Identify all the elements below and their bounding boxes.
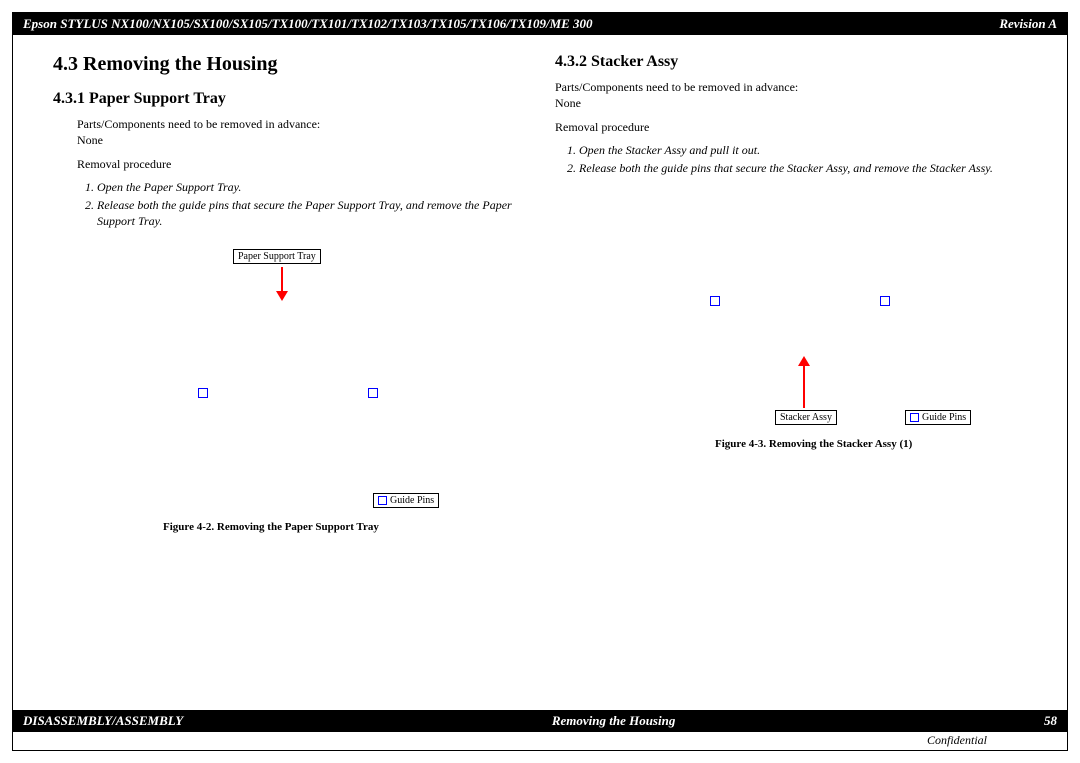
footer-center: Removing the Housing [552, 713, 676, 729]
figure-caption: Figure 4-3. Removing the Stacker Assy (1… [715, 438, 912, 450]
legend-text: Guide Pins [922, 412, 966, 423]
figure-left: Paper Support Tray Guide Pins Figure 4-2. … [53, 249, 525, 549]
guide-pin-marker [198, 388, 208, 398]
legend-label: Guide Pins [373, 493, 439, 508]
step-item: Open the Paper Support Tray. [97, 179, 525, 195]
steps-list: Open the Paper Support Tray. Release bot… [77, 179, 525, 230]
guide-pin-marker [368, 388, 378, 398]
subsection-heading: 4.3.1 Paper Support Tray [53, 90, 525, 108]
footer-bar: DISASSEMBLY/ASSEMBLY Removing the Housin… [13, 710, 1067, 732]
footer-page: 58 [1044, 713, 1057, 729]
confidential-label: Confidential [927, 733, 987, 748]
step-item: Release both the guide pins that secure … [579, 160, 1027, 176]
header-bar: Epson STYLUS NX100/NX105/SX100/SX105/TX1… [13, 13, 1067, 35]
arrow-icon [281, 267, 283, 293]
callout-label: Stacker Assy [775, 410, 837, 425]
intro-line: Parts/Components need to be removed in a… [555, 79, 1027, 95]
arrow-icon [803, 364, 805, 408]
guide-pin-marker [710, 296, 720, 306]
legend-swatch-icon [910, 413, 919, 422]
footer-left: DISASSEMBLY/ASSEMBLY [23, 713, 183, 729]
figure-caption: Figure 4-2. Removing the Paper Support T… [163, 521, 379, 533]
callout-label: Paper Support Tray [233, 249, 321, 264]
step-item: Release both the guide pins that secure … [97, 197, 525, 229]
subsection-heading: 4.3.2 Stacker Assy [555, 53, 1027, 71]
intro-block: Parts/Components need to be removed in a… [77, 116, 525, 148]
figure-right: Stacker Assy Guide Pins Figure 4-3. Removi… [555, 196, 1027, 456]
section-heading: 4.3 Removing the Housing [53, 53, 525, 76]
arrow-head-icon [276, 291, 288, 301]
intro-line: None [555, 95, 1027, 111]
guide-pin-marker [880, 296, 890, 306]
right-column: 4.3.2 Stacker Assy Parts/Components need… [555, 53, 1027, 549]
legend-swatch-icon [378, 496, 387, 505]
legend-label: Guide Pins [905, 410, 971, 425]
arrow-head-icon [798, 356, 810, 366]
left-column: 4.3 Removing the Housing 4.3.1 Paper Sup… [53, 53, 525, 549]
intro-line: None [77, 132, 525, 148]
removal-subhead: Removal procedure [77, 156, 525, 172]
steps-list: Open the Stacker Assy and pull it out. R… [559, 142, 1027, 176]
removal-subhead: Removal procedure [555, 119, 1027, 135]
legend-text: Guide Pins [390, 495, 434, 506]
content-area: 4.3 Removing the Housing 4.3.1 Paper Sup… [13, 35, 1067, 549]
header-revision: Revision A [999, 16, 1057, 32]
intro-block: Parts/Components need to be removed in a… [555, 79, 1027, 111]
page-frame: Epson STYLUS NX100/NX105/SX100/SX105/TX1… [12, 12, 1068, 751]
header-title: Epson STYLUS NX100/NX105/SX100/SX105/TX1… [23, 16, 593, 32]
intro-line: Parts/Components need to be removed in a… [77, 116, 525, 132]
step-item: Open the Stacker Assy and pull it out. [579, 142, 1027, 158]
